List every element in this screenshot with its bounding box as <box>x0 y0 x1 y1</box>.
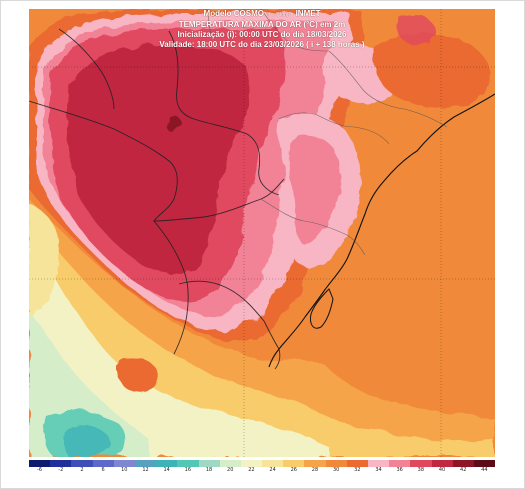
color-scale-tick-label: 36 <box>396 467 403 473</box>
temp-zone-36-coast <box>288 134 341 245</box>
color-scale-cell <box>177 460 199 467</box>
color-scale-tick-label: 6 <box>101 467 105 473</box>
color-scale-tick-label: 26 <box>290 467 297 473</box>
model-line: Modelo COSMO (7 x 7 km) - INMET <box>29 9 495 20</box>
state-border-4 <box>260 9 330 52</box>
color-scale-cell <box>304 460 326 467</box>
state-border-2 <box>278 112 390 145</box>
color-scale-tick-label: 34 <box>375 467 382 473</box>
color-scale-cell <box>113 460 135 467</box>
color-scale-cell <box>50 460 72 467</box>
color-scale-bar <box>29 460 496 467</box>
map-header: Modelo COSMO (7 x 7 km) - INMET TEMPERAT… <box>29 9 495 53</box>
color-scale-tick-label: 44 <box>481 467 488 473</box>
color-scale-tick-label: 38 <box>417 467 425 473</box>
state-border-1 <box>260 198 366 256</box>
color-scale-cell <box>71 460 93 467</box>
color-scale-tick-label: 10 <box>121 467 128 473</box>
color-scale-cell <box>198 460 220 467</box>
color-scale-tick-label: 22 <box>248 467 255 473</box>
state-border-3 <box>328 50 448 128</box>
color-scale-tick-label: 16 <box>184 467 192 473</box>
color-scale-cell <box>389 460 411 467</box>
color-scale-cell <box>240 460 263 467</box>
color-scale-cell <box>134 460 157 467</box>
model-org: - INMET <box>290 9 321 18</box>
color-scale-cell <box>92 460 114 467</box>
border-argentina <box>153 220 189 355</box>
temp-zone-42 <box>166 115 181 133</box>
color-scale-tick-label: -2 <box>58 467 64 473</box>
coastline <box>268 93 495 368</box>
color-scale-tick-label: 2 <box>80 467 84 473</box>
temp-zone-14 <box>64 424 110 457</box>
temperature-map <box>29 9 495 457</box>
border-bolivia <box>58 28 115 110</box>
color-scale-cell <box>325 460 347 467</box>
color-scale-tick-label: 18 <box>205 467 213 473</box>
variable-title: TEMPERATURA MÁXIMA DO AR (°C) em 2m <box>178 20 346 29</box>
color-scale-cell <box>346 460 368 467</box>
temp-zone-22 <box>29 229 329 457</box>
state-border-5 <box>206 9 212 36</box>
temp-zone-24-west <box>29 204 60 314</box>
temp-zone-32-sw <box>116 357 160 393</box>
color-scale-tick-label: 24 <box>269 467 276 473</box>
valid-time: Validade: 18:00 UTC do dia 23/03/2026 ( … <box>159 40 365 49</box>
color-scale-cell <box>29 460 51 467</box>
color-scale-cell <box>219 460 241 467</box>
temp-zone-36-ne <box>396 14 435 46</box>
color-scale-tick-label: 40 <box>438 467 446 473</box>
model-resolution: (7 x 7 km) <box>266 12 289 18</box>
color-scale-tick-label: 20 <box>227 467 234 473</box>
model-name: Modelo COSMO <box>203 9 264 18</box>
color-scale-tick-label: 30 <box>332 467 340 473</box>
border-paraguay <box>168 30 280 196</box>
color-scale-cell <box>431 460 453 467</box>
color-scale-cell <box>283 460 305 467</box>
border-uruguay <box>178 280 281 370</box>
color-scale-labels: -6 -2 2 6 10 12 14 16 18 20 22 24 26 28 30 32 34 36 38 40 42… <box>29 467 495 475</box>
color-scale-cell <box>452 460 474 467</box>
color-scale-tick-label: 42 <box>460 467 467 473</box>
color-scale-cell <box>368 460 390 467</box>
color-scale-tick-label: 32 <box>354 467 361 473</box>
color-scale-tick-label: 14 <box>163 467 170 473</box>
lagoon <box>310 288 334 329</box>
color-scale-cell <box>410 460 432 467</box>
color-scale-tick-label: -6 <box>37 467 43 473</box>
init-time: Inicialização (i): 00:00 UTC do dia 18/0… <box>177 30 347 39</box>
color-scale-cell <box>156 460 178 467</box>
color-scale-tick-label: 12 <box>142 467 149 473</box>
map-canvas <box>29 9 495 457</box>
color-scale-tick-label: 28 <box>311 467 319 473</box>
color-scale-cell <box>262 460 284 467</box>
color-scale-cell <box>473 460 496 467</box>
border-brazil-west <box>29 100 285 222</box>
temp-zone-32-ne <box>373 33 490 108</box>
